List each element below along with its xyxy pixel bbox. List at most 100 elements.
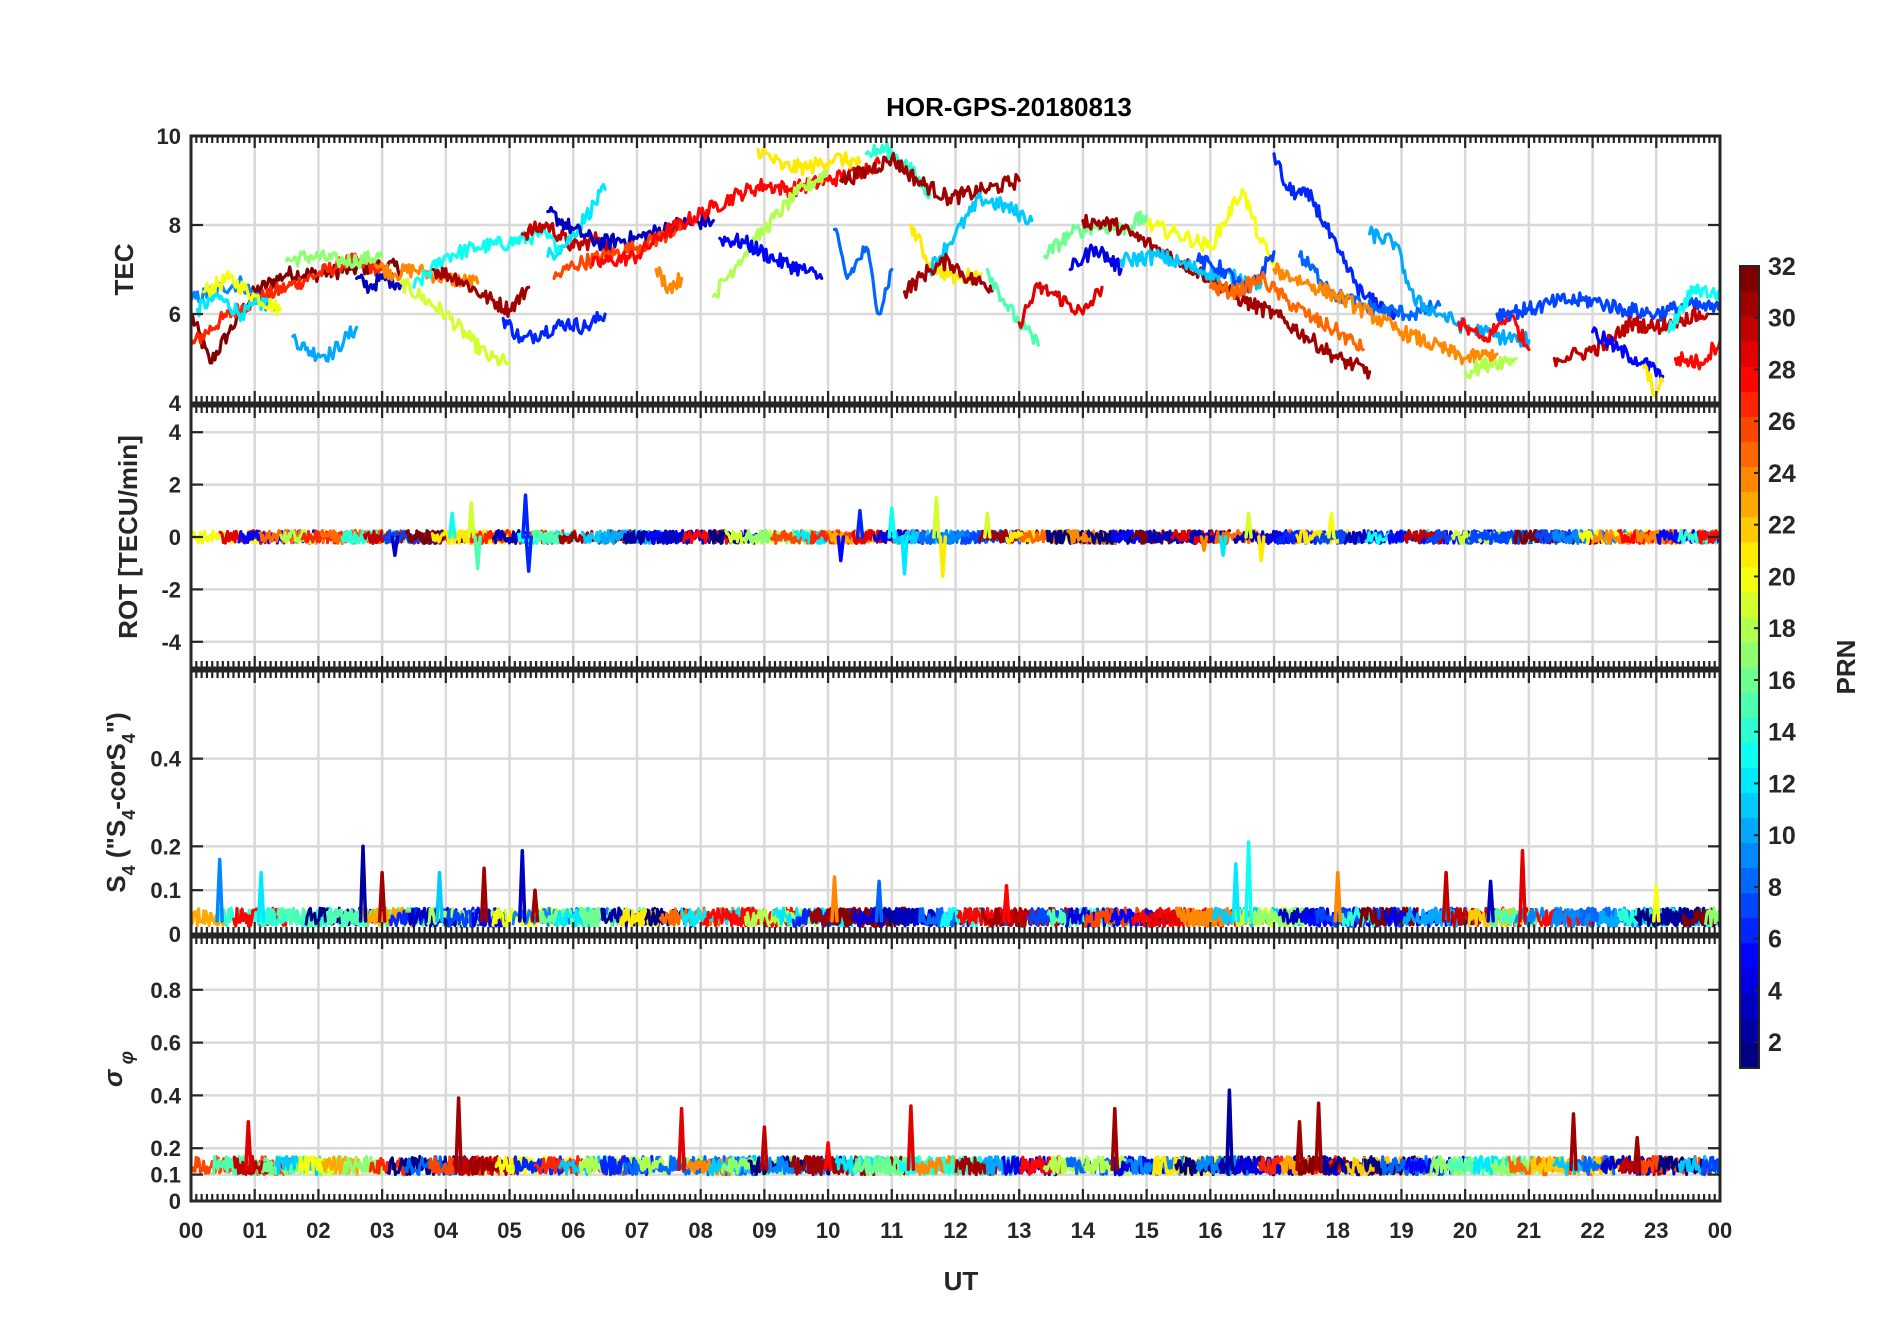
s4-spike-prn-12: [256, 870, 266, 923]
s4-spike-prn-3: [1486, 879, 1495, 923]
tec-series-prn-8: [832, 227, 894, 316]
colorbar-cell: [1740, 792, 1759, 818]
y-tick-label: 4: [169, 420, 182, 445]
colorbar-cell: [1740, 541, 1759, 568]
colorbar-tick-label: 30: [1768, 305, 1796, 333]
x-tick-label: 20: [1453, 1218, 1477, 1243]
y-tick-label: 2: [169, 473, 181, 498]
x-tick-label: 21: [1517, 1218, 1541, 1243]
label-subscript: 4: [119, 810, 139, 820]
y-tick-label: 0.2: [150, 834, 181, 859]
s4-spike-prn-3: [517, 848, 527, 923]
rot-noise-trace: [1697, 529, 1720, 545]
colorbar-tick-label: 18: [1768, 615, 1796, 643]
colorbar-tick-label: 6: [1768, 926, 1782, 954]
y-axis-label-tec: TEC: [109, 243, 139, 295]
y-tick-label: 10: [157, 124, 181, 149]
y-tick-label: 0.4: [150, 747, 181, 772]
colorbar-cell: [1740, 616, 1759, 643]
tec-series-prn-28: [1457, 312, 1531, 352]
y-tick-label: -4: [161, 630, 181, 655]
s4-spike-prn-28: [1002, 884, 1011, 923]
y-tick-label: -2: [161, 577, 181, 602]
x-tick-label: 19: [1389, 1218, 1413, 1243]
rot-spike-prn-12: [1218, 535, 1228, 558]
colorbar-cell: [1740, 291, 1759, 317]
x-tick-label: 01: [242, 1218, 266, 1243]
colorbar-tick-label: 16: [1768, 667, 1796, 695]
rot-spike-prn-15: [473, 535, 482, 571]
rot-spike-prn-6: [521, 493, 530, 539]
colorbar-cell: [1740, 742, 1759, 768]
colorbar-cell: [1740, 316, 1759, 342]
colorbar-tick-label: 32: [1768, 253, 1796, 281]
sigma_phi-spike-prn-31: [1632, 1135, 1642, 1172]
y-tick-label: 8: [169, 213, 181, 238]
x-tick-label: 10: [816, 1218, 840, 1243]
colorbar-cell: [1740, 491, 1759, 518]
colorbar-cell: [1740, 391, 1759, 417]
label-subscript: 4: [119, 865, 139, 875]
x-tick-label: 17: [1262, 1218, 1286, 1243]
colorbar-tick-label: 10: [1768, 822, 1796, 850]
s4-spike-prn-31: [377, 870, 387, 923]
colorbar-cell: [1740, 591, 1759, 618]
colorbar-tick-label: 22: [1768, 512, 1796, 540]
rot-spike-prn-21: [938, 535, 948, 579]
colorbar-frame: [1739, 265, 1760, 1069]
panel-s4: 00.10.20.4S4 ("S4-corS4"): [101, 669, 1722, 947]
x-axis-label: UT: [944, 1266, 979, 1296]
sigma_phi-noise-trace: [1677, 1154, 1720, 1177]
sigma_phi-noise-trace: [941, 1155, 981, 1176]
tec-series-prn-21: [756, 147, 862, 177]
colorbar-cell: [1740, 566, 1759, 593]
x-tick-label: 16: [1198, 1218, 1222, 1243]
label-subscript: 4: [119, 733, 139, 743]
y-tick-label: 0: [169, 922, 181, 947]
colorbar-cell: [1740, 341, 1759, 367]
tec-series-prn-21: [1642, 363, 1665, 398]
label-text: S: [101, 875, 131, 892]
x-tick-label: 09: [752, 1218, 776, 1243]
x-tick-label: 00: [1708, 1218, 1732, 1243]
colorbar-cell: [1740, 641, 1759, 668]
y-tick-label: 4: [169, 391, 182, 416]
rot-spike-prn-3: [390, 535, 400, 558]
rot-spike-prn-6: [524, 535, 533, 573]
colorbar-tick-label: 26: [1768, 408, 1796, 436]
colorbar-cell: [1740, 1042, 1759, 1069]
tec-series-prn-8: [1297, 250, 1442, 322]
panel-ticks: [189, 671, 1722, 936]
colorbar-cell: [1740, 266, 1759, 292]
s4-spike-prn-8: [874, 879, 884, 923]
s4-noise-trace: [553, 906, 590, 928]
tec-series-prn-18: [1463, 355, 1518, 380]
sigma_phi-spike-prn-29: [244, 1120, 253, 1172]
tec-series-prn-24: [654, 266, 684, 295]
colorbar-label: PRN: [1831, 640, 1861, 695]
y-tick-label: 6: [169, 302, 181, 327]
colorbar-cell: [1740, 717, 1759, 743]
tec-series-prn-10: [291, 325, 359, 363]
colorbar-tick-label: 2: [1768, 1029, 1782, 1057]
y-tick-label: 0.1: [150, 1163, 181, 1188]
label-text: -corS: [101, 743, 131, 809]
label-sigma: σ: [98, 1068, 128, 1087]
tec-series-prn-10: [1368, 225, 1531, 349]
sigma_phi-spike-prn-2: [1225, 1088, 1234, 1172]
y-tick-label: 0.4: [150, 1083, 181, 1108]
rot-noise-trace: [1403, 529, 1448, 545]
tec-series-prn-28: [590, 156, 881, 269]
tec-series-prn-5: [718, 232, 824, 280]
panel-ticks: [189, 937, 1722, 1203]
sigma_phi-spike-prn-31: [1569, 1112, 1578, 1172]
colorbar-cell: [1740, 466, 1759, 493]
panel-sigma_phi: 00.10.2 0.4 0.6 0.8 σ φ 00 01 02 03 04 05 06 07 08 09 1…: [98, 935, 1732, 1243]
s4-spike-prn-13: [1244, 840, 1253, 923]
tec-series-prn-28: [1673, 339, 1720, 371]
x-tick-label: 03: [370, 1218, 394, 1243]
x-tick-label: 11: [880, 1218, 903, 1243]
sigma_phi-noise-trace: [321, 1155, 360, 1176]
